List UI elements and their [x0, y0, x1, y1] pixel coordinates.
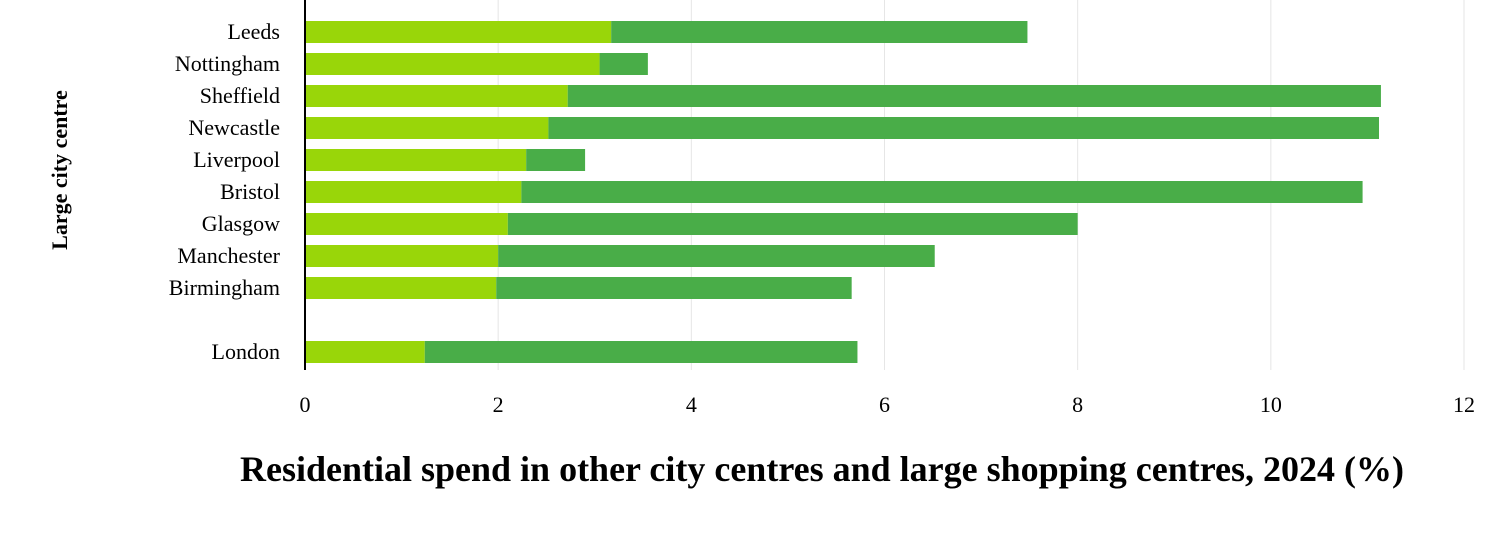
- bars: [305, 21, 1381, 363]
- category-label: London: [212, 339, 280, 364]
- bar-segment: [305, 85, 568, 107]
- bar-segment: [305, 21, 612, 43]
- x-axis-title: Residential spend in other city centres …: [240, 449, 1404, 489]
- bar-segment: [305, 181, 522, 203]
- category-label: Manchester: [177, 243, 280, 268]
- category-label: Leeds: [227, 19, 280, 44]
- category-label: Bristol: [220, 179, 280, 204]
- bar-segment: [305, 341, 425, 363]
- category-label: Glasgow: [202, 211, 280, 236]
- bar-segment: [521, 181, 1363, 203]
- bar-segment: [305, 117, 549, 139]
- y-axis-title: Large city centre: [47, 90, 72, 250]
- bar-segment: [548, 117, 1380, 139]
- category-label: Nottingham: [175, 51, 280, 76]
- bar-segment: [305, 245, 499, 267]
- category-label: Liverpool: [193, 147, 280, 172]
- x-tick-label: 0: [300, 392, 311, 417]
- x-tick-label: 6: [879, 392, 890, 417]
- bar-segment: [496, 277, 852, 299]
- x-tick-labels: 0 2 4 6 8 10 12: [300, 392, 1476, 417]
- x-tick-label: 10: [1260, 392, 1282, 417]
- bar-segment: [424, 341, 858, 363]
- bar-segment: [507, 213, 1078, 235]
- bar-segment: [498, 245, 935, 267]
- bar-segment: [526, 149, 586, 171]
- bar-segment: [305, 149, 527, 171]
- bar-segment: [611, 21, 1028, 43]
- category-label: Sheffield: [200, 83, 280, 108]
- x-tick-label: 8: [1072, 392, 1083, 417]
- category-label: Newcastle: [188, 115, 280, 140]
- x-tick-label: 12: [1453, 392, 1475, 417]
- bar-segment: [305, 53, 600, 75]
- bar-segment: [599, 53, 648, 75]
- bar-segment: [305, 213, 508, 235]
- category-label: Birmingham: [169, 275, 280, 300]
- bar-segment: [567, 85, 1381, 107]
- x-tick-label: 2: [493, 392, 504, 417]
- x-tick-label: 4: [686, 392, 697, 417]
- bar-segment: [305, 277, 497, 299]
- category-labels: Leeds Nottingham Sheffield Newcastle Liverpo…: [169, 19, 281, 364]
